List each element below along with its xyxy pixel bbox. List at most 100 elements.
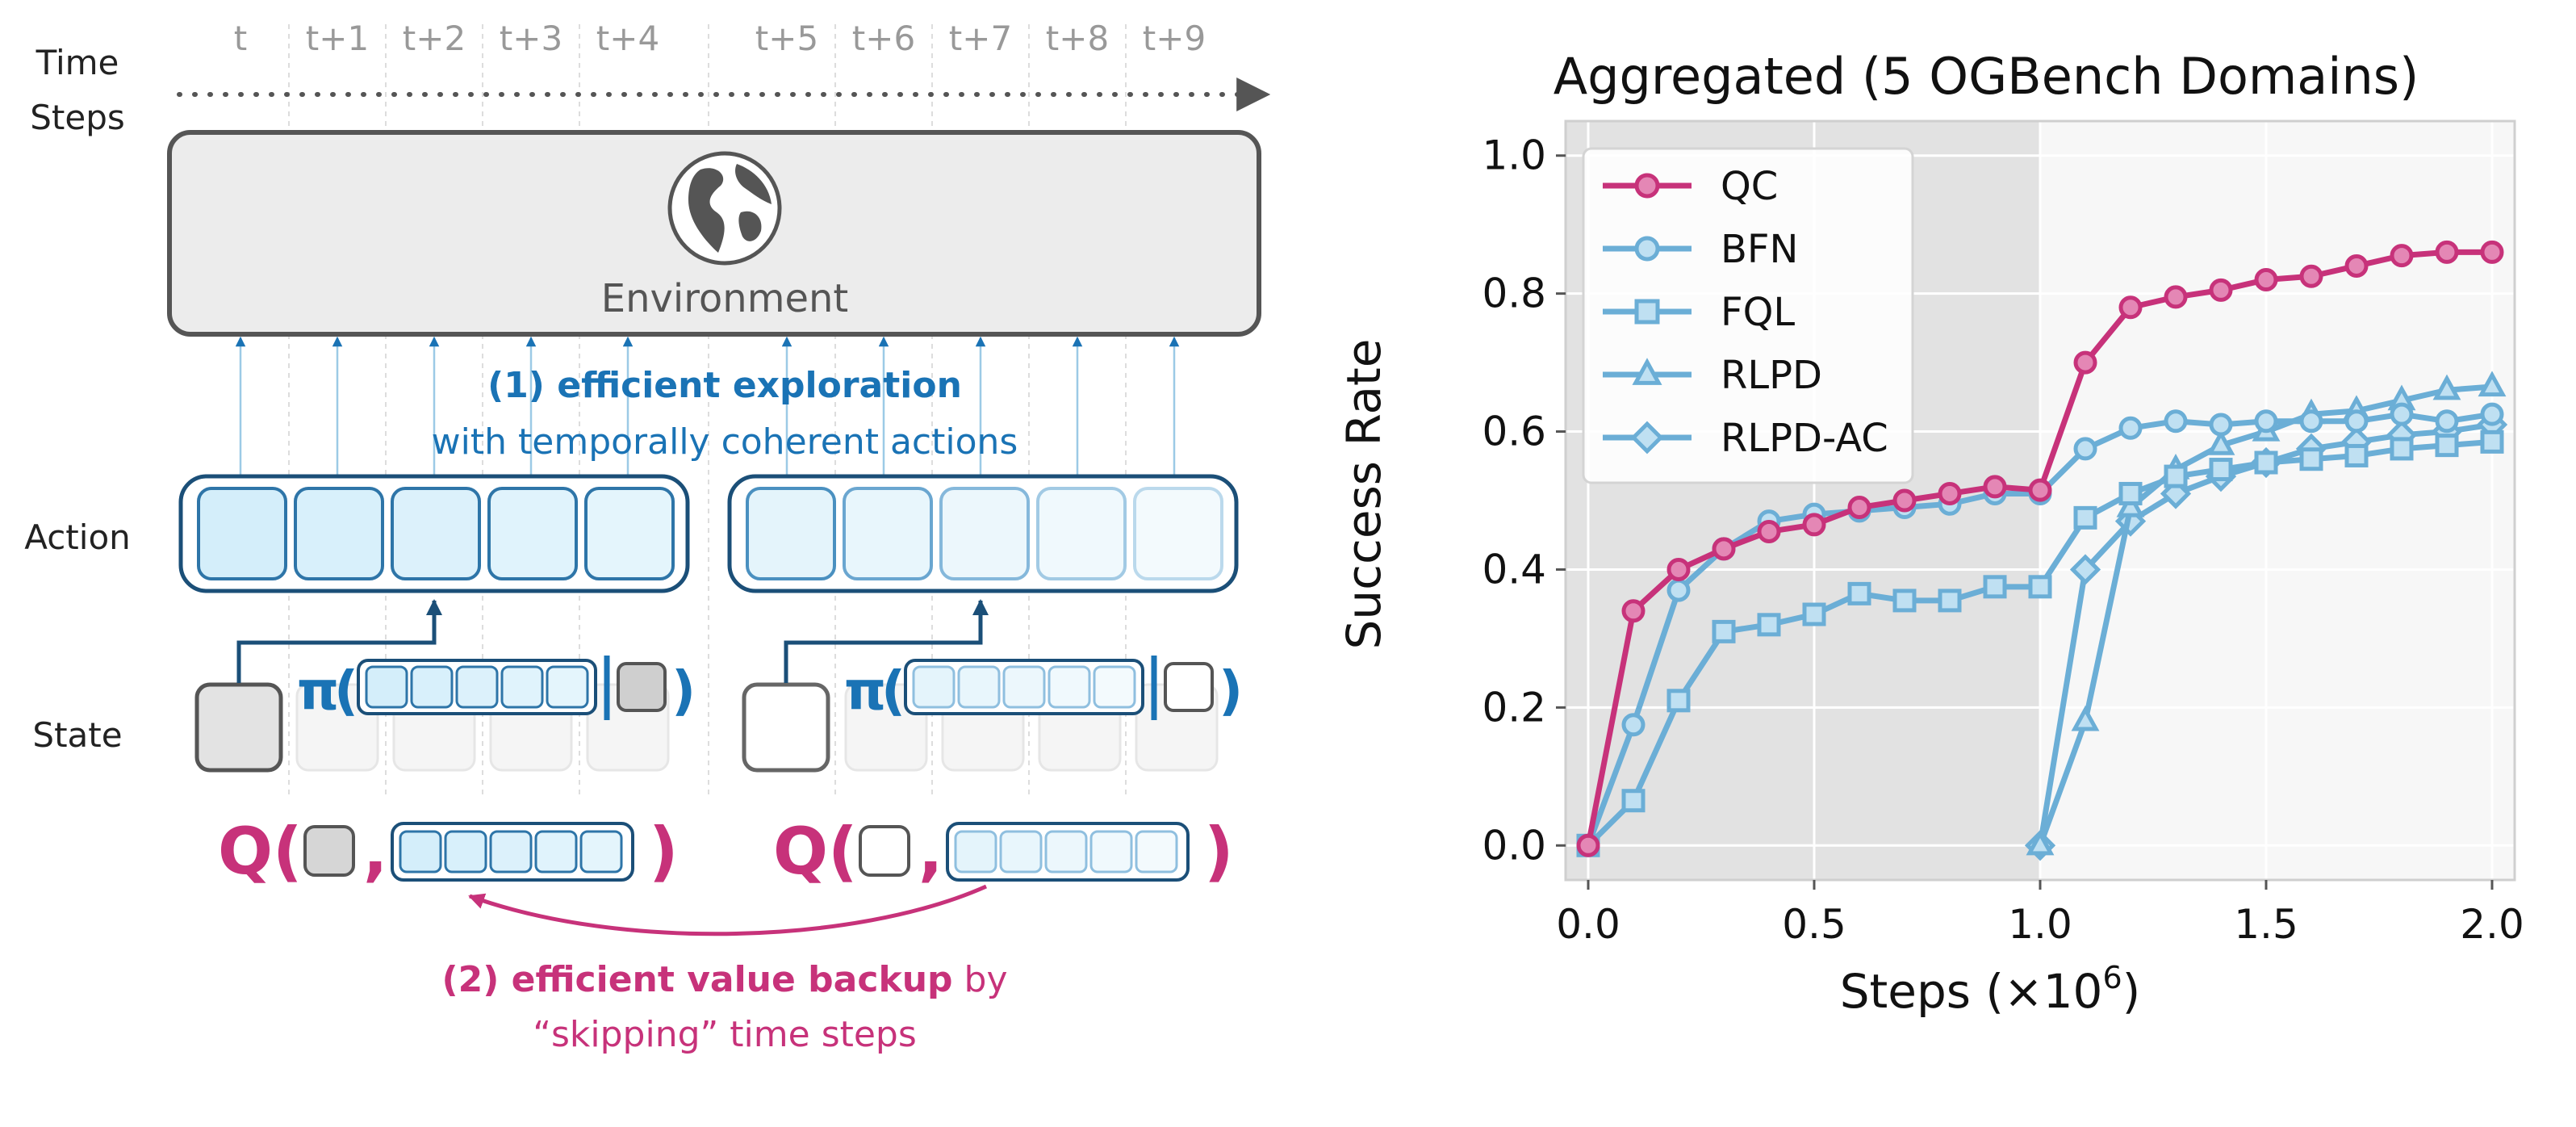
data-point [2164, 285, 2188, 309]
q-state-cell [303, 825, 355, 877]
action-row-label: Action [24, 517, 131, 557]
state-box-1 [194, 682, 283, 773]
data-point [1802, 602, 1826, 626]
q-action-cell [1135, 830, 1178, 874]
q-action-cell [579, 830, 623, 874]
policy-arrow [784, 599, 989, 683]
data-point [2344, 253, 2369, 278]
data-point [1630, 421, 1664, 455]
legend-entry-rlpd: RLPD [1603, 353, 1822, 398]
action-cell [1036, 487, 1127, 580]
data-point [2254, 409, 2278, 434]
action-cell [584, 487, 675, 580]
value-backup-rest: by [953, 959, 1008, 1000]
action-chunks [178, 474, 1239, 593]
data-point [2254, 450, 2278, 475]
x-tick-label: 1.5 [2234, 901, 2298, 948]
policy-action-cell [1048, 665, 1091, 709]
legend-entry-qc: QC [1603, 164, 1778, 209]
policy-action-cell [365, 665, 408, 709]
data-point [2435, 240, 2459, 264]
data-point [2478, 371, 2507, 397]
time-step-label: t+6 [852, 19, 915, 58]
state-box-2 [742, 682, 830, 773]
x-axis-label-exponent: 6 [2102, 960, 2122, 995]
data-point [1621, 599, 1646, 623]
q-action-cell [444, 830, 487, 874]
y-tick-label: 0.2 [1482, 684, 1546, 731]
q-action-cell [999, 830, 1043, 874]
q-action-cell [1089, 830, 1133, 874]
pi-symbol: π [844, 660, 886, 722]
data-point [2118, 481, 2143, 505]
data-point [1938, 589, 1962, 613]
legend-label: BFN [1721, 227, 1798, 272]
data-point [1666, 557, 1691, 581]
data-point [2435, 409, 2459, 434]
data-point [2254, 268, 2278, 292]
x-axis-label-main: Steps (×10 [1840, 964, 2103, 1019]
action-to-env-arrows [235, 336, 1180, 476]
data-point [2209, 278, 2233, 302]
time-steps-label-line2: Steps [30, 98, 125, 137]
globe-icon [667, 151, 782, 266]
time-step-label: t+7 [949, 19, 1012, 58]
x-axis-label: Steps (×106) [1840, 960, 2141, 1019]
time-step-label: t+9 [1143, 19, 1206, 58]
data-point [2026, 829, 2055, 856]
x-axis-label-close: ) [2122, 964, 2141, 1019]
q-symbol: Q( [218, 814, 303, 889]
y-tick-label: 0.8 [1482, 270, 1546, 317]
data-point [1757, 519, 1781, 543]
legend-box [1582, 147, 1914, 484]
q-symbol: Q( [773, 814, 858, 889]
time-step-label: t+1 [306, 19, 369, 58]
data-point [2028, 575, 2052, 599]
data-point [2206, 429, 2235, 455]
y-tick-label: 0.6 [1482, 408, 1546, 455]
data-point [1892, 488, 1917, 513]
q-close-paren: ) [1204, 814, 1234, 889]
data-point [1892, 589, 1917, 613]
q-action-cell [489, 830, 533, 874]
time-step-label: t+2 [403, 19, 466, 58]
value-backup-arrow [468, 884, 988, 936]
policy-state-cell [617, 662, 667, 712]
data-point [2073, 350, 2097, 375]
data-point [1938, 481, 1962, 505]
action-cell [197, 487, 287, 580]
data-point [2028, 478, 2052, 502]
series-qc [1576, 240, 2504, 857]
series-layer [1576, 240, 2508, 861]
x-tick-label: 0.5 [1782, 901, 1846, 948]
policy-blocks: π() π() [194, 599, 1243, 773]
policy-action-cell [1002, 665, 1046, 709]
action-cell [939, 487, 1030, 580]
value-backup-subcaption: “skipping” time steps [533, 1014, 917, 1055]
data-point [2432, 374, 2461, 400]
data-point [1666, 689, 1691, 713]
data-point [2071, 705, 2100, 731]
environment-label: Environment [601, 276, 849, 321]
q-action-cell [399, 830, 442, 874]
data-point [2299, 409, 2323, 434]
data-point [2480, 429, 2504, 454]
x-tick-label: 0.0 [1556, 901, 1620, 948]
data-point [2164, 464, 2188, 488]
data-point [1576, 833, 1600, 857]
success-rate-chart: Aggregated (5 OGBench Domains) 0.0 0.5 1.0… [1336, 47, 2524, 1019]
action-cell [294, 487, 384, 580]
time-step-labels: t t+1 t+2 t+3 t+4 t+5 t+6 t+7 t+8 t+9 [234, 19, 1206, 58]
data-point [2435, 434, 2459, 458]
legend-label: RLPD [1721, 353, 1822, 398]
x-tick-label: 1.0 [2008, 901, 2072, 948]
value-backup-bold: (2) efficient value backup [441, 959, 952, 1000]
q-state-cell [859, 825, 910, 877]
data-point [2480, 240, 2504, 264]
data-point [2118, 295, 2143, 320]
time-step-label: t+3 [500, 19, 562, 58]
chart-title: Aggregated (5 OGBench Domains) [1554, 47, 2419, 106]
y-tick-label: 0.0 [1482, 822, 1546, 869]
y-axis-label: Success Rate [1336, 339, 1391, 650]
open-paren: ( [881, 660, 905, 722]
